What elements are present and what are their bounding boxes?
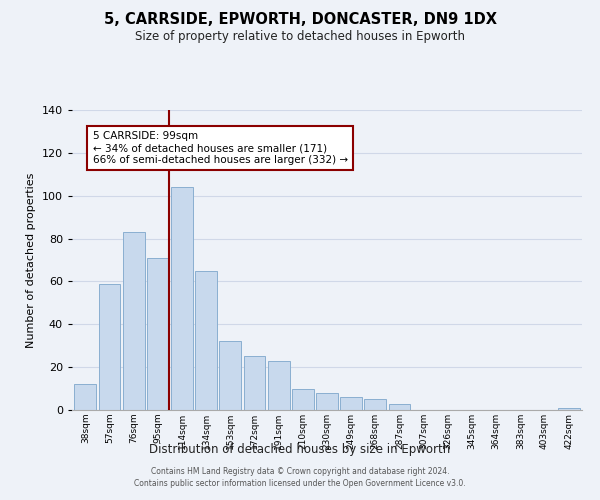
Bar bbox=[123, 232, 145, 410]
Bar bbox=[292, 388, 314, 410]
Bar bbox=[316, 393, 338, 410]
Y-axis label: Number of detached properties: Number of detached properties bbox=[26, 172, 36, 348]
Bar bbox=[74, 384, 96, 410]
Text: Size of property relative to detached houses in Epworth: Size of property relative to detached ho… bbox=[135, 30, 465, 43]
Bar bbox=[364, 400, 386, 410]
Bar bbox=[558, 408, 580, 410]
Bar bbox=[147, 258, 169, 410]
Text: Distribution of detached houses by size in Epworth: Distribution of detached houses by size … bbox=[149, 442, 451, 456]
Text: 5, CARRSIDE, EPWORTH, DONCASTER, DN9 1DX: 5, CARRSIDE, EPWORTH, DONCASTER, DN9 1DX bbox=[104, 12, 497, 28]
Bar bbox=[389, 404, 410, 410]
Text: 5 CARRSIDE: 99sqm
← 34% of detached houses are smaller (171)
66% of semi-detache: 5 CARRSIDE: 99sqm ← 34% of detached hous… bbox=[92, 132, 347, 164]
Bar bbox=[268, 360, 290, 410]
Bar bbox=[340, 397, 362, 410]
Text: Contains HM Land Registry data © Crown copyright and database right 2024.
Contai: Contains HM Land Registry data © Crown c… bbox=[134, 466, 466, 487]
Bar bbox=[244, 356, 265, 410]
Bar bbox=[195, 270, 217, 410]
Bar bbox=[171, 187, 193, 410]
Bar bbox=[98, 284, 121, 410]
Bar bbox=[220, 342, 241, 410]
